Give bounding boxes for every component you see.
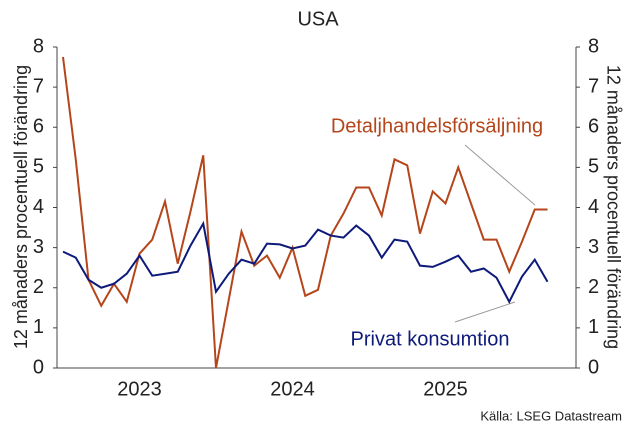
y-tick-label: 0: [33, 356, 44, 378]
chart-title: USA: [297, 8, 339, 30]
y2-tick-label: 5: [588, 156, 599, 178]
y-tick-label: 7: [33, 75, 44, 97]
series-line: [62, 56, 548, 369]
y2-axis-label: 12 månaders procentuell förändring: [603, 65, 623, 349]
y2-tick-label: 2: [588, 276, 599, 298]
y-tick-label: 2: [33, 276, 44, 298]
x-tick-label: 2023: [117, 378, 162, 400]
x-tick-label: 2025: [423, 378, 468, 400]
source: Källa: LSEG Datastream: [480, 408, 622, 423]
y2-tick-label: 8: [588, 35, 599, 57]
y-tick-label: 4: [33, 196, 44, 218]
leader-line: [454, 301, 516, 323]
y2-tick-label: 1: [588, 316, 599, 338]
y-axis-label: 12 månaders procentuell förändring: [11, 65, 31, 349]
y-tick-label: 8: [33, 35, 44, 57]
series-label: Detaljhandelsförsäljning: [331, 115, 543, 137]
y-tick-label: 3: [33, 236, 44, 258]
series-label: Privat konsumtion: [351, 328, 510, 350]
leader-line: [464, 144, 536, 206]
x-tick-label: 2024: [270, 378, 315, 400]
y2-tick-label: 4: [588, 196, 599, 218]
y2-tick-label: 7: [588, 75, 599, 97]
y2-tick-label: 6: [588, 116, 599, 138]
series-line: [62, 220, 549, 304]
y-tick-label: 1: [33, 316, 44, 338]
y-tick-label: 5: [33, 156, 44, 178]
y2-tick-label: 0: [588, 356, 599, 378]
y2-tick-label: 3: [588, 236, 599, 258]
y-tick-label: 6: [33, 116, 44, 138]
